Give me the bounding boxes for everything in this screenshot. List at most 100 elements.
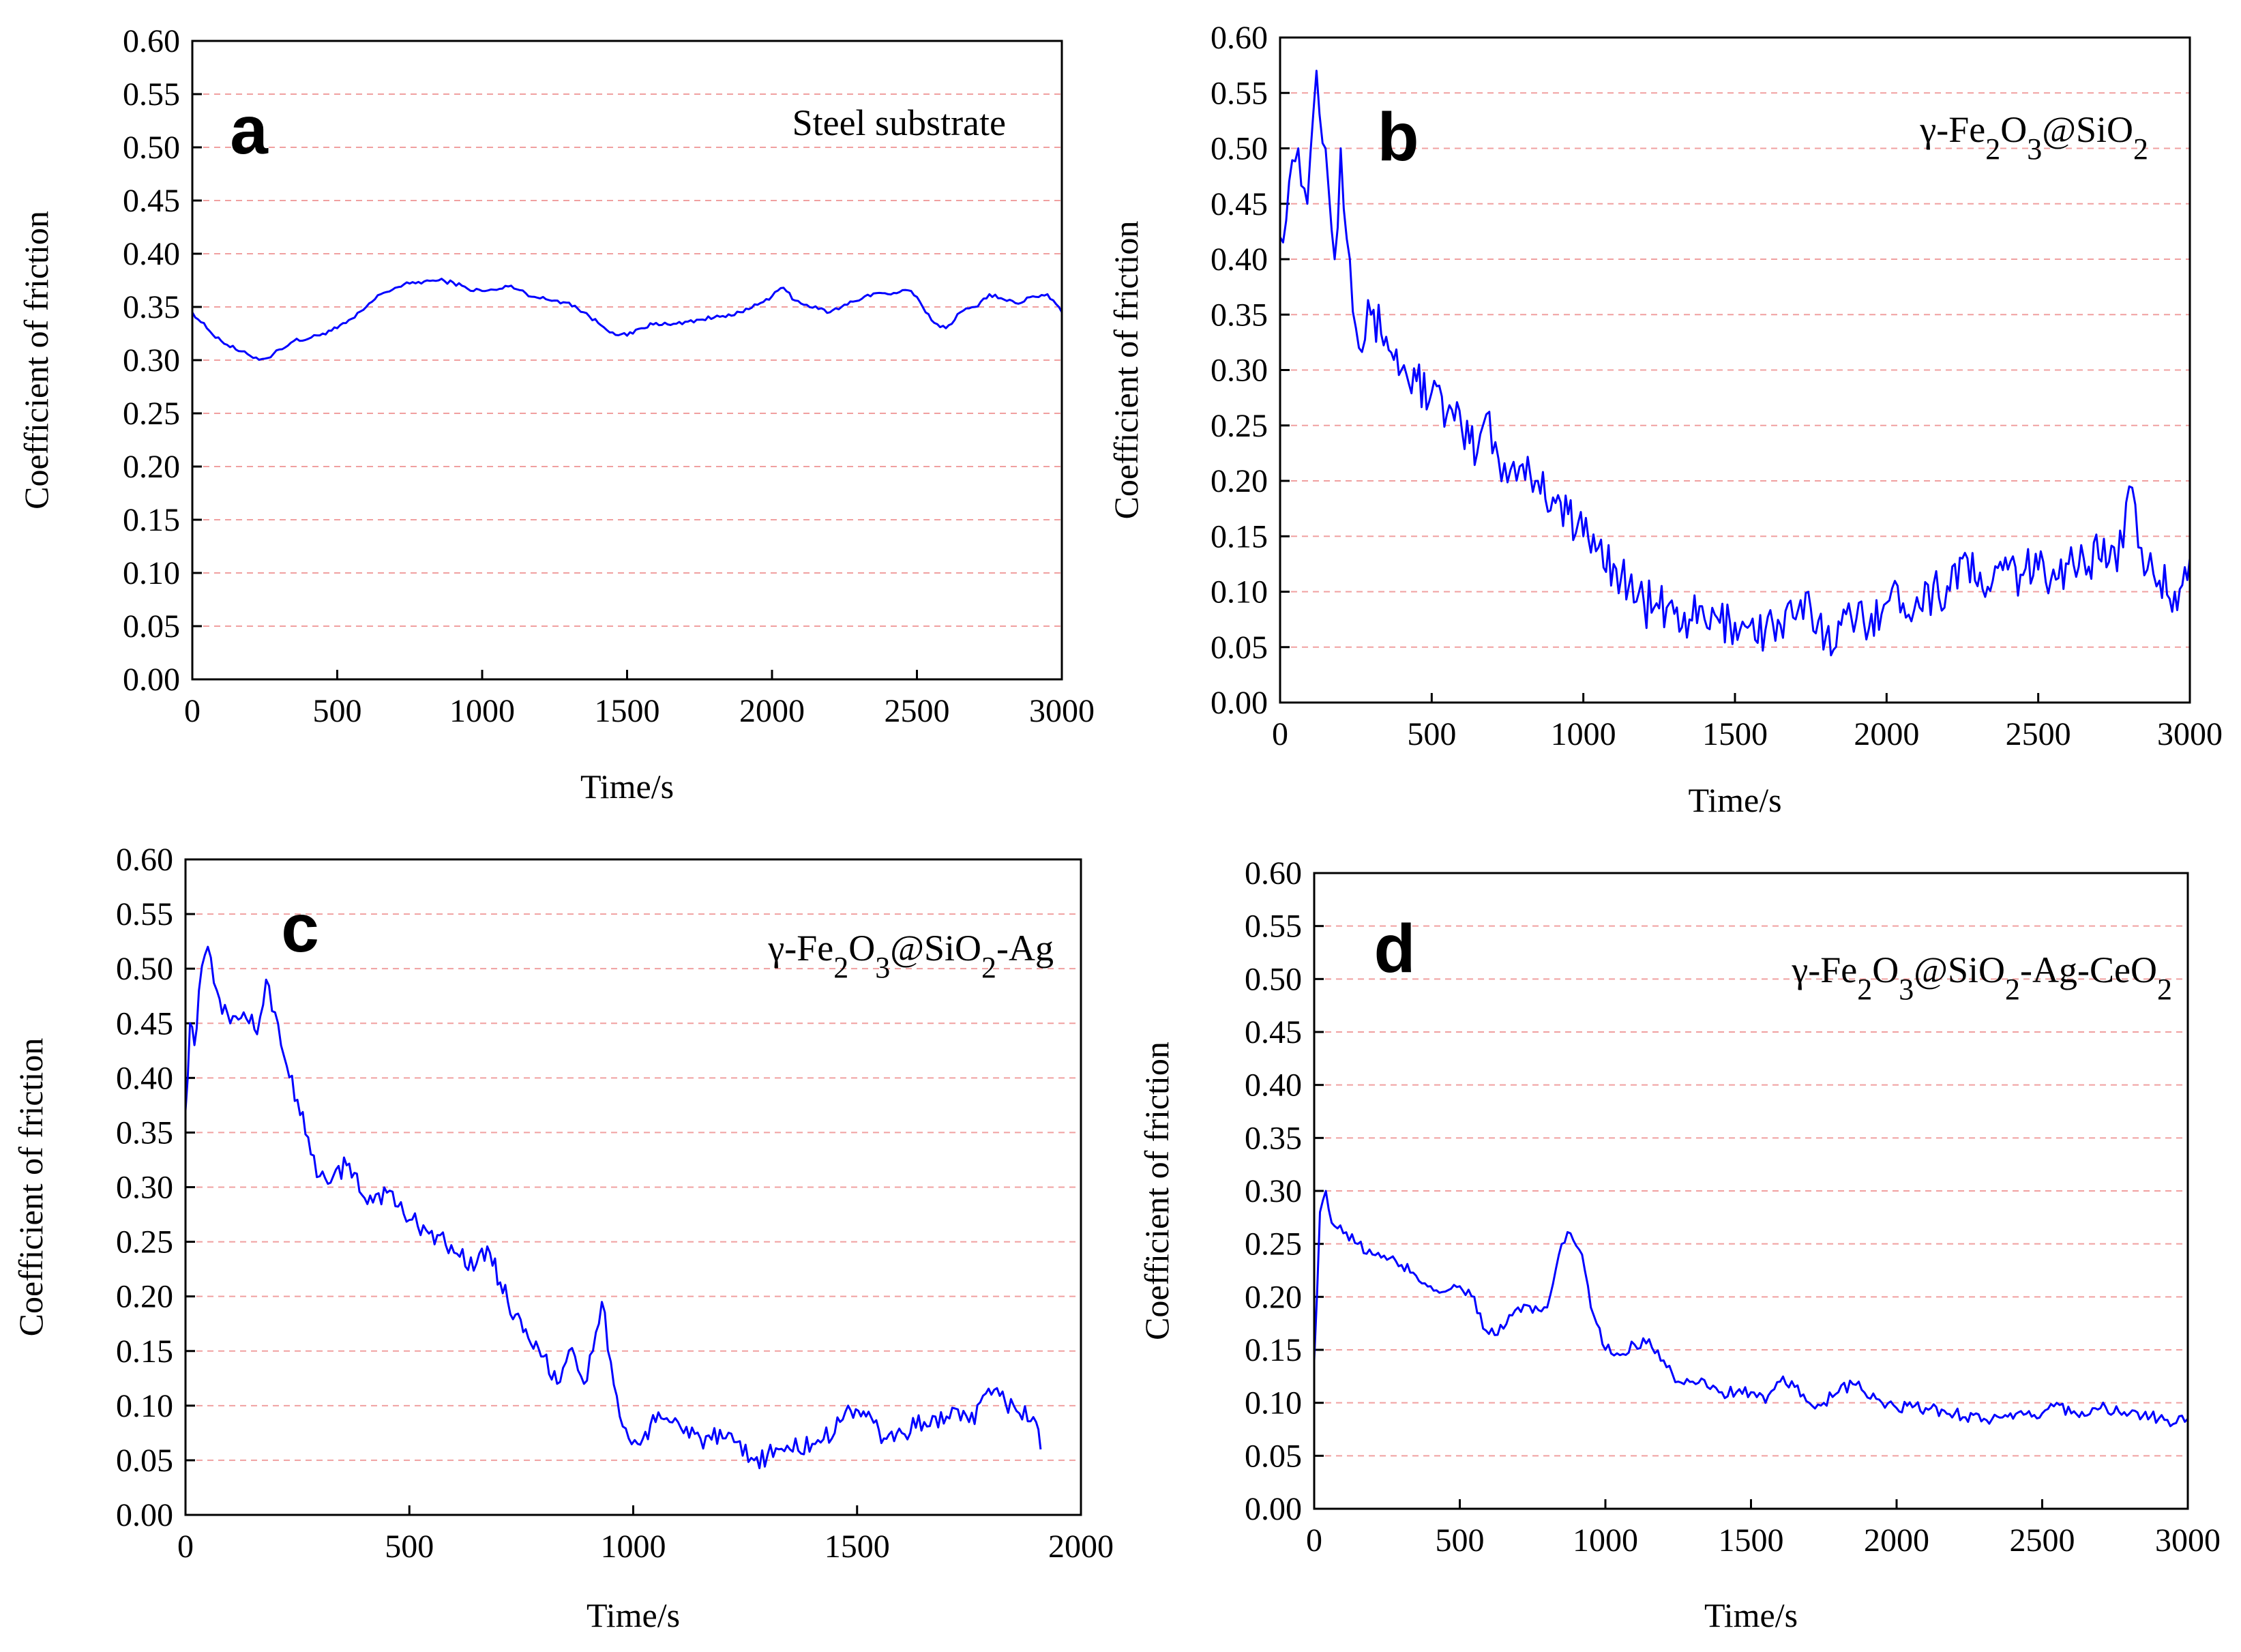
panel-b-xtick-label: 500 — [1407, 716, 1456, 752]
panel-b-ytick-label: 0.45 — [1211, 186, 1268, 222]
panel-b-xtick-label: 3000 — [2157, 716, 2223, 752]
panel-c-xlabel: Time/s — [587, 1596, 680, 1634]
panel-c-xtick-label: 1000 — [601, 1529, 666, 1565]
panel-d-legend-part: @SiO — [1914, 949, 2005, 990]
panel-d-ytick-label: 0.60 — [1245, 855, 1302, 891]
panel-b-ytick-label: 0.40 — [1211, 241, 1268, 278]
panel-d-xtick-label: 2000 — [1864, 1522, 1929, 1559]
panel-d-ytick-label: 0.55 — [1245, 909, 1302, 945]
panel-d-legend: γ-Fe2O3@SiO2-Ag-CeO2 — [1791, 949, 2172, 1006]
panel-a-friction-line — [191, 278, 1063, 361]
panel-b-ytick-label: 0.50 — [1211, 131, 1268, 167]
panel-a-ytick-label: 0.50 — [123, 130, 180, 166]
panel-d-ytick-label: 0.15 — [1245, 1332, 1302, 1368]
panel-b-plot-frame — [1279, 36, 2191, 704]
panel-d-ytick-label: 0.35 — [1245, 1120, 1302, 1156]
panel-a-plot-frame — [191, 40, 1063, 681]
panel-b-ytick-label: 0.35 — [1211, 297, 1268, 333]
panel-b-xtick-label: 1000 — [1551, 716, 1616, 752]
panel-b-legend-part: 2 — [1985, 132, 2000, 166]
panel-c-xtick-label: 1500 — [825, 1529, 890, 1565]
panel-d-ytick-label: 0.05 — [1245, 1438, 1302, 1474]
panel-a-ytick-label: 0.40 — [123, 236, 180, 272]
panel-c-xtick-label: 0 — [177, 1529, 194, 1565]
panel-c-ytick-label: 0.25 — [116, 1224, 173, 1260]
panel-b-xtick-label: 0 — [1272, 716, 1288, 752]
panel-b-ylabel: Coefficient of friction — [1107, 221, 1145, 520]
panel-c-ytick-label: 0.60 — [116, 842, 173, 878]
panel-b-ytick-label: 0.05 — [1211, 630, 1268, 666]
panel-d-legend-part: 2 — [2157, 973, 2172, 1006]
panel-b-ytick-label: 0.20 — [1211, 463, 1268, 499]
panel-d-legend-part: -Ag-CeO — [2020, 949, 2157, 990]
panel-b-legend-part: @SiO — [2042, 109, 2133, 150]
panel-d-letter: d — [1374, 911, 1415, 987]
panel-c-xtick-label: 500 — [385, 1529, 434, 1565]
panel-c-ytick-label: 0.55 — [116, 896, 173, 932]
panel-b-legend-part: O — [2000, 109, 2027, 150]
panel-c-ytick-label: 0.00 — [116, 1497, 173, 1533]
panel-d-legend-part: O — [1872, 949, 1899, 990]
panel-d-ytick-label: 0.25 — [1245, 1226, 1302, 1263]
panel-d-legend-text: γ-Fe — [1791, 949, 1857, 990]
panel-d-ytick-label: 0.20 — [1245, 1279, 1302, 1315]
panel-a-xtick-label: 500 — [313, 693, 362, 729]
panel-a-ytick-label: 0.00 — [123, 662, 180, 698]
panel-d-ytick-label: 0.10 — [1245, 1385, 1302, 1421]
panel-c-xtick-label: 2000 — [1048, 1529, 1114, 1565]
panel-a-ytick-label: 0.60 — [123, 23, 180, 59]
panel-c-ytick-label: 0.40 — [116, 1060, 173, 1096]
panel-a-ytick-label: 0.45 — [123, 183, 180, 219]
panel-c-ytick-label: 0.15 — [116, 1333, 173, 1370]
panel-c: 0.00 0.05 0.10 0.15 0.20 0.25 0.30 0.35 0.40 0.45… — [12, 842, 1114, 1634]
panel-a-ytick-label: 0.25 — [123, 396, 180, 432]
panel-d-ytick-label: 0.45 — [1245, 1014, 1302, 1050]
panel-a-ytick-label: 0.05 — [123, 608, 180, 645]
panel-a-legend: Steel substrate — [792, 102, 1006, 143]
panel-c-ylabel: Coefficient of friction — [12, 1038, 50, 1337]
panel-a-xtick-label: 0 — [184, 693, 201, 729]
panel-b-ytick-label: 0.30 — [1211, 353, 1268, 389]
panel-d-ytick-label: 0.40 — [1245, 1067, 1302, 1104]
panel-a-xtick-label: 1000 — [449, 693, 515, 729]
panel-c-ytick-label: 0.50 — [116, 951, 173, 987]
panel-c-ytick-label: 0.45 — [116, 1005, 173, 1042]
panel-a-ytick-label: 0.35 — [123, 289, 180, 325]
panel-a-letter: a — [230, 92, 269, 168]
panel-a-ytick-label: 0.55 — [123, 76, 180, 113]
panel-c-legend-part: 2 — [833, 951, 848, 984]
panel-d-plot-frame — [1313, 872, 2189, 1510]
panel-b-xtick-label: 2000 — [1854, 716, 1919, 752]
panel-a-ytick-label: 0.30 — [123, 342, 180, 379]
panel-a-xtick-label: 3000 — [1029, 693, 1095, 729]
panel-c-legend-part: 3 — [875, 951, 890, 984]
panel-c-legend-text: γ-Fe — [767, 928, 833, 969]
panel-d-xtick-label: 2500 — [2010, 1522, 2075, 1559]
panel-a-ytick-label: 0.15 — [123, 502, 180, 538]
panel-c-ytick-label: 0.05 — [116, 1443, 173, 1479]
panel-a: 0.00 0.05 0.10 0.15 0.20 0.25 0.30 0.35 0.40 0.45… — [17, 23, 1095, 806]
panel-b-xlabel: Time/s — [1688, 781, 1781, 819]
panel-c-legend-part: -Ag — [996, 928, 1054, 969]
panel-d-xlabel: Time/s — [1704, 1596, 1798, 1634]
panel-b-ytick-label: 0.10 — [1211, 574, 1268, 610]
panel-d-ytick-label: 0.50 — [1245, 961, 1302, 997]
panel-b-xtick-label: 2500 — [2006, 716, 2071, 752]
panel-b-friction-line — [1279, 70, 2191, 657]
panel-d-xtick-label: 3000 — [2155, 1522, 2221, 1559]
panel-d-ylabel: Coefficient of friction — [1138, 1042, 1176, 1340]
panel-b-legend-part: 3 — [2027, 132, 2042, 166]
panel-b-ytick-label: 0.55 — [1211, 75, 1268, 111]
panel-d-friction-line — [1313, 1190, 2189, 1428]
panel-c-legend-part: O — [848, 928, 875, 969]
panel-d-xtick-label: 0 — [1306, 1522, 1322, 1559]
panel-d-ytick-label: 0.30 — [1245, 1173, 1302, 1209]
panel-c-ytick-label: 0.10 — [116, 1388, 173, 1424]
panel-a-xlabel: Time/s — [580, 767, 674, 806]
panel-b-ytick-label: 0.15 — [1211, 518, 1268, 555]
panel-b: 0.00 0.05 0.10 0.15 0.20 0.25 0.30 0.35 0.40 0.45… — [1107, 20, 2223, 819]
panel-d-ytick-label: 0.00 — [1245, 1491, 1302, 1527]
panel-b-legend-part: 2 — [2133, 132, 2148, 166]
panel-c-legend: γ-Fe2O3@SiO2-Ag — [767, 928, 1054, 984]
